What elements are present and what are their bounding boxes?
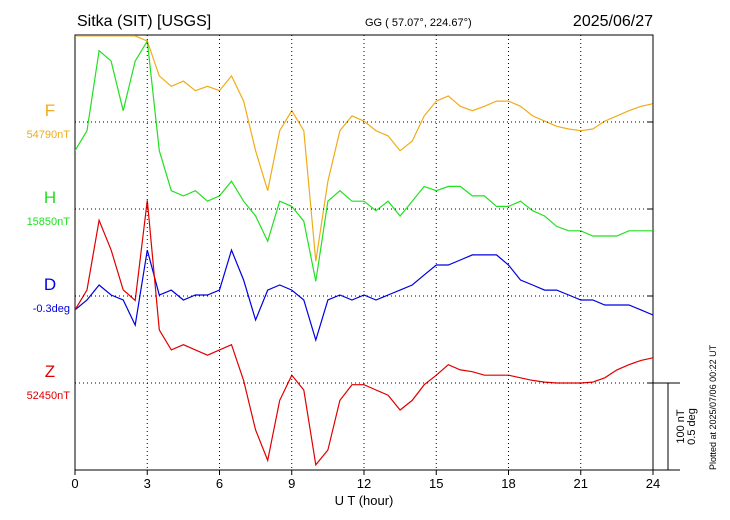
scale-bar-label: 0.5 deg	[686, 408, 698, 445]
chart-title: Sitka (SIT) [USGS]	[77, 13, 211, 30]
chart-date: 2025/06/27	[573, 13, 653, 30]
series-baseline-label: 15850nT	[27, 216, 71, 228]
series-name: H	[44, 188, 56, 207]
x-tick-label: 21	[574, 476, 588, 491]
series-line	[75, 39, 653, 282]
x-tick-label: 12	[357, 476, 371, 491]
x-axis-label: U T (hour)	[335, 493, 394, 508]
x-tick-label: 24	[646, 476, 660, 491]
series-name: D	[44, 275, 56, 294]
plot-note: Plotted at 2025/07/06 00:22 UT	[708, 344, 718, 470]
scale-bar-label: 100 nT	[675, 409, 687, 444]
x-tick-label: 6	[216, 476, 223, 491]
x-tick-label: 9	[288, 476, 295, 491]
series-line	[75, 35, 653, 262]
series-layer	[75, 35, 653, 467]
plot-frame	[74, 34, 654, 471]
series-baseline-label: 52450nT	[27, 390, 71, 402]
chart-subtitle: GG ( 57.07°, 224.67°)	[365, 17, 472, 29]
x-tick-label: 15	[429, 476, 443, 491]
x-tick-label: 3	[144, 476, 151, 491]
x-tick-label: 0	[71, 476, 78, 491]
x-tick-label: 18	[501, 476, 515, 491]
series-line	[75, 200, 653, 467]
series-name: Z	[45, 362, 55, 381]
series-baseline-label: 54790nT	[27, 129, 71, 141]
series-baseline-label: -0.3deg	[33, 303, 70, 315]
series-name: F	[45, 101, 55, 120]
